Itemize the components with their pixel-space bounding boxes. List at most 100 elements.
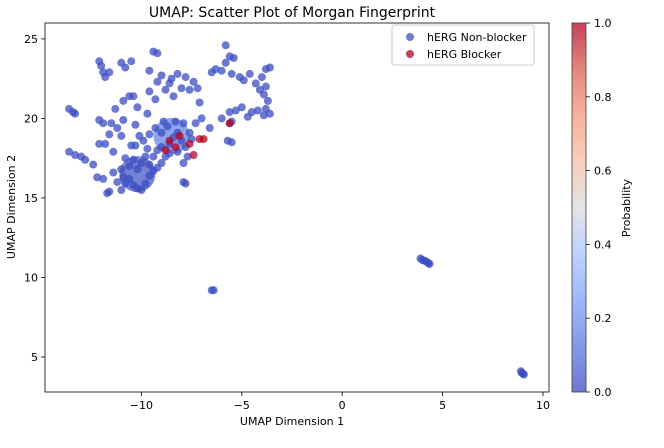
non-blocker-point-116 xyxy=(117,165,126,174)
non-blocker-point-44 xyxy=(181,73,190,82)
non-blocker-point-110 xyxy=(137,159,146,167)
colorbar-tick-label-2: 0.4 xyxy=(594,238,612,251)
non-blocker-point-131 xyxy=(179,119,188,128)
x-axis-label: UMAP Dimension 1 xyxy=(240,415,344,428)
y-tick-label-1: 10 xyxy=(24,271,38,284)
plot-frame xyxy=(44,22,550,393)
plot-area xyxy=(65,41,528,379)
non-blocker-point-108 xyxy=(129,155,138,164)
x-tick-label-2: 0 xyxy=(339,399,346,412)
colorbar-label: Probability xyxy=(620,178,633,237)
non-blocker-point-59 xyxy=(217,66,226,75)
non-blocker-point-97 xyxy=(125,174,134,183)
non-blocker-point-36 xyxy=(153,49,162,58)
non-blocker-point-17 xyxy=(119,116,128,124)
non-blocker-point-31 xyxy=(145,87,154,96)
non-blocker-point-2 xyxy=(71,109,80,118)
blocker-point-1 xyxy=(171,143,180,152)
non-blocker-point-143 xyxy=(207,286,216,295)
blocker-point-6 xyxy=(199,135,208,144)
non-blocker-point-43 xyxy=(193,84,202,93)
non-blocker-point-71 xyxy=(265,63,274,72)
y-axis-label: UMAP Dimension 2 xyxy=(5,155,18,259)
non-blocker-point-134 xyxy=(183,152,192,161)
legend: hERG Non-blocker hERG Blocker xyxy=(391,24,535,66)
non-blocker-point-12 xyxy=(119,96,128,105)
non-blocker-point-56 xyxy=(227,138,236,147)
non-blocker-point-101 xyxy=(141,179,150,188)
non-blocker-point-19 xyxy=(109,147,118,156)
non-blocker-point-45 xyxy=(173,69,182,78)
non-blocker-point-137 xyxy=(151,124,160,132)
legend-box xyxy=(391,24,535,66)
non-blocker-point-34 xyxy=(145,66,154,75)
non-blocker-point-95 xyxy=(117,186,126,194)
non-blocker-point-141 xyxy=(143,144,152,153)
non-blocker-point-74 xyxy=(259,90,268,99)
non-blocker-point-94 xyxy=(113,178,122,187)
non-blocker-point-138 xyxy=(145,130,154,139)
non-blocker-point-93 xyxy=(109,168,118,177)
blocker-point-3 xyxy=(185,139,194,148)
non-blocker-point-115 xyxy=(121,154,130,163)
non-blocker-point-77 xyxy=(265,109,274,118)
non-blocker-point-4 xyxy=(97,61,106,70)
y-tick-label-3: 20 xyxy=(24,112,38,125)
chart-title: UMAP: Scatter Plot of Morgan Fingerprint xyxy=(149,5,436,21)
non-blocker-point-20 xyxy=(101,139,110,148)
blocker-point-4 xyxy=(189,151,198,159)
non-blocker-point-135 xyxy=(179,159,188,167)
blocker-point-0 xyxy=(165,136,174,145)
non-blocker-point-139 xyxy=(139,136,148,145)
non-blocker-point-50 xyxy=(205,124,214,132)
colorbar-tick-label-5: 1.0 xyxy=(594,17,612,30)
colorbar-tick-label-1: 0.2 xyxy=(594,312,612,325)
non-blocker-point-41 xyxy=(185,85,194,94)
non-blocker-point-149 xyxy=(425,260,434,268)
x-tick-label-3: 5 xyxy=(439,399,446,412)
non-blocker-point-14 xyxy=(129,92,138,101)
non-blocker-point-107 xyxy=(125,162,134,171)
legend-marker-non-blocker xyxy=(406,33,414,41)
legend-marker-blocker xyxy=(406,50,414,58)
x-axis: −10 −5 0 5 10 xyxy=(130,392,550,412)
blocker-point-7 xyxy=(161,146,170,155)
non-blocker-point-27 xyxy=(131,120,140,129)
colorbar: 0.0 0.2 0.4 0.6 0.8 1.0 Probability xyxy=(571,17,633,399)
non-blocker-point-89 xyxy=(93,173,102,182)
non-blocker-point-64 xyxy=(227,69,236,78)
non-blocker-point-48 xyxy=(197,114,206,123)
non-blocker-point-75 xyxy=(263,96,272,105)
colorbar-ticks: 0.0 0.2 0.4 0.6 0.8 1.0 xyxy=(586,17,612,399)
non-blocker-point-105 xyxy=(157,159,166,167)
non-blocker-point-10 xyxy=(127,57,136,66)
non-blocker-point-18 xyxy=(117,131,126,140)
non-blocker-point-140 xyxy=(131,141,140,150)
non-blocker-point-7 xyxy=(105,68,114,77)
non-blocker-point-84 xyxy=(65,147,74,156)
non-blocker-point-92 xyxy=(103,189,112,198)
x-tick-label-4: 10 xyxy=(536,399,550,412)
blocker-point-8 xyxy=(225,119,234,128)
x-tick-label-0: −10 xyxy=(130,399,153,412)
non-blocker-point-15 xyxy=(107,119,116,128)
non-blocker-point-11 xyxy=(111,104,120,113)
non-blocker-point-112 xyxy=(145,160,154,169)
non-blocker-point-16 xyxy=(113,124,122,132)
non-blocker-point-51 xyxy=(217,114,226,123)
non-blocker-point-90 xyxy=(99,174,108,183)
non-blocker-point-78 xyxy=(259,111,268,120)
colorbar-tick-label-0: 0.0 xyxy=(594,386,612,399)
non-blocker-point-33 xyxy=(157,71,166,80)
non-blocker-point-39 xyxy=(169,92,178,101)
legend-label-blocker: hERG Blocker xyxy=(427,48,502,61)
non-blocker-point-29 xyxy=(143,109,152,118)
non-blocker-point-136 xyxy=(159,117,168,126)
colorbar-tick-label-4: 0.8 xyxy=(594,91,612,104)
non-blocker-point-62 xyxy=(229,54,238,62)
non-blocker-point-28 xyxy=(133,103,142,112)
non-blocker-point-40 xyxy=(177,84,186,93)
non-blocker-point-79 xyxy=(253,106,262,115)
non-blocker-point-60 xyxy=(221,58,230,67)
non-blocker-point-46 xyxy=(167,74,176,83)
